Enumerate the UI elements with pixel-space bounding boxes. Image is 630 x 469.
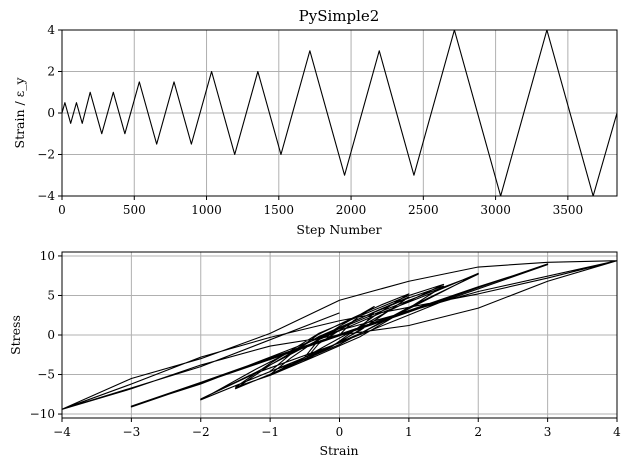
top-y-tick-label: −2 (37, 148, 55, 162)
bottom-x-tick-label: 3 (544, 425, 552, 439)
bottom-y-tick-label: 10 (40, 249, 55, 263)
top-chart: 0 500 1000 1500 2000 2500 3000 3500 −4 −2 0 2 4 (37, 23, 618, 217)
bottom-x-tick-label: 4 (613, 425, 621, 439)
bottom-x-axis-ticks: −4 −3 −2 −1 0 1 2 3 4 (53, 418, 621, 439)
top-x-tick-label: 0 (58, 203, 66, 217)
top-gridlines (61, 29, 617, 197)
top-x-tick-label: 1500 (264, 203, 295, 217)
bottom-x-tick-label: 2 (474, 425, 482, 439)
bottom-plot-frame (61, 251, 618, 419)
top-x-tick-label: 1000 (191, 203, 222, 217)
top-x-tick-label: 2500 (408, 203, 439, 217)
bottom-y-tick-label: −10 (30, 407, 55, 421)
top-x-tick-label: 2000 (336, 203, 367, 217)
top-x-tick-label: 500 (123, 203, 146, 217)
top-x-axis-ticks: 0 500 1000 1500 2000 2500 3000 3500 (58, 196, 583, 217)
top-y-tick-label: −4 (37, 189, 55, 203)
bottom-y-axis-ticks: −10 −5 0 5 10 (30, 249, 62, 421)
bottom-x-tick-label: −2 (192, 425, 210, 439)
top-x-axis-label: Step Number (296, 222, 381, 237)
top-y-axis-label: Strain / ε_y (12, 77, 27, 149)
bottom-x-tick-label: 0 (336, 425, 344, 439)
top-series-group (61, 29, 618, 197)
top-x-tick-label: 3000 (480, 203, 511, 217)
bottom-x-axis-label: Strain (319, 443, 358, 458)
bottom-x-tick-label: 1 (405, 425, 413, 439)
bottom-y-axis-label: Stress (8, 315, 23, 355)
top-y-tick-label: 2 (47, 65, 55, 79)
top-series-line-0 (61, 29, 618, 197)
top-y-tick-label: 4 (47, 23, 55, 37)
top-x-tick-label: 3500 (553, 203, 584, 217)
top-y-tick-label: 0 (47, 106, 55, 120)
bottom-y-tick-label: −5 (37, 368, 55, 382)
top-chart-title: PySimple2 (299, 7, 380, 25)
bottom-series-group (61, 260, 618, 410)
bottom-x-tick-label: −1 (261, 425, 279, 439)
bottom-x-tick-label: −4 (53, 425, 71, 439)
bottom-series-line-0 (61, 260, 618, 410)
bottom-y-tick-label: 0 (47, 328, 55, 342)
top-y-axis-ticks: −4 −2 0 2 4 (37, 23, 62, 203)
top-plot-frame (61, 29, 618, 197)
bottom-x-tick-label: −3 (123, 425, 141, 439)
bottom-y-tick-label: 5 (47, 288, 55, 302)
